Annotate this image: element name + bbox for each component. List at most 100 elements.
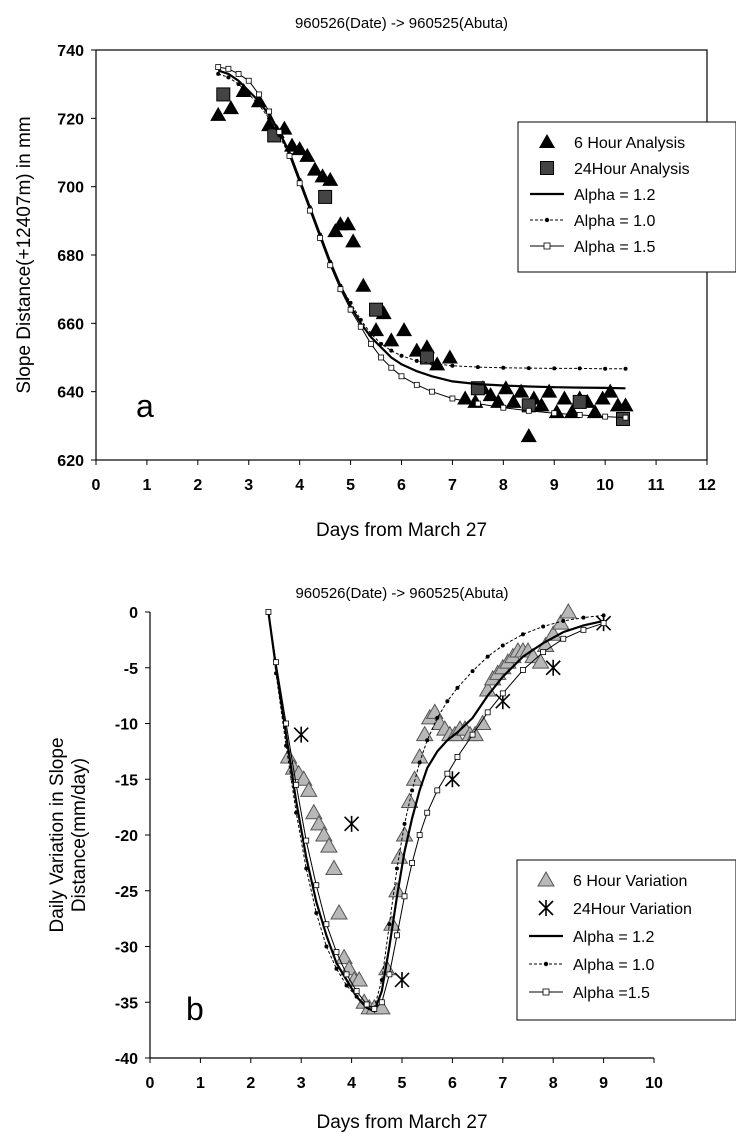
data-point — [490, 393, 507, 408]
data-point — [396, 322, 413, 337]
data-point — [355, 277, 372, 292]
line-point — [580, 626, 587, 633]
y-tick-label: -15 — [115, 772, 138, 789]
line-point — [561, 618, 566, 623]
x-tick-label: 10 — [596, 477, 614, 494]
line-point — [314, 911, 319, 916]
y-tick-label: -5 — [124, 661, 138, 678]
x-tick-label: 12 — [698, 477, 716, 494]
line-point — [601, 613, 606, 618]
legend-label: Alpha = 1.5 — [574, 239, 656, 256]
line-point — [379, 977, 384, 982]
series-alpha-1-2 — [217, 69, 626, 390]
line-point — [216, 71, 221, 76]
series-alpha-1-0 — [266, 610, 606, 1010]
line-point — [256, 102, 261, 107]
x-tick-label: 8 — [549, 1075, 558, 1092]
x-tick-label: 10 — [645, 1075, 663, 1092]
data-point — [505, 393, 522, 408]
line-point — [623, 366, 628, 371]
data-point — [299, 781, 318, 797]
data-point — [602, 383, 619, 398]
line-point — [357, 323, 364, 330]
data-point — [330, 904, 348, 920]
x-tick-label: 1 — [196, 1075, 205, 1092]
line-point — [293, 781, 300, 788]
data-point — [325, 859, 343, 875]
y-tick-label: 0 — [129, 605, 138, 622]
line-point — [378, 354, 385, 361]
line-point — [266, 108, 273, 115]
line-point — [274, 671, 278, 676]
line-point — [387, 922, 392, 927]
line-point — [401, 893, 408, 900]
line-point — [540, 649, 547, 656]
line-point — [276, 129, 283, 135]
x-tick-label: 6 — [448, 1075, 457, 1092]
line-point — [560, 635, 567, 642]
data-point — [291, 141, 308, 156]
line-point — [337, 286, 344, 293]
series-alpha-1-2 — [267, 611, 604, 1013]
x-tick-label: 9 — [599, 1075, 608, 1092]
line-point — [323, 921, 330, 928]
data-point — [372, 998, 391, 1015]
line-point — [371, 1006, 378, 1012]
data-point — [405, 770, 424, 786]
x-tick-label: 2 — [193, 477, 202, 494]
legend-swatch — [540, 161, 554, 175]
data-point — [299, 147, 316, 162]
y-tick-label: 740 — [57, 43, 84, 60]
line-point — [402, 821, 407, 826]
line-point — [334, 966, 339, 971]
y-tick-label: -35 — [115, 995, 138, 1012]
line-point — [551, 410, 558, 417]
y-tick-label: 680 — [57, 248, 84, 265]
data-point — [429, 356, 446, 371]
line-point — [303, 837, 310, 844]
line-point — [449, 395, 456, 402]
line-point — [417, 760, 422, 765]
line-point — [444, 770, 451, 777]
line-point — [353, 988, 360, 994]
data-point — [419, 350, 434, 365]
x-tick-label: 3 — [244, 477, 253, 494]
x-tick-label: 7 — [498, 1075, 507, 1092]
panel-letter: b — [186, 991, 204, 1027]
y-tick-label: -10 — [115, 717, 138, 734]
data-point — [586, 404, 603, 419]
x-tick-label: 0 — [92, 477, 101, 494]
line-point — [284, 743, 289, 748]
line-point — [294, 810, 299, 815]
legend-swatch-marker — [542, 988, 550, 996]
data-point — [556, 390, 573, 405]
line-point — [414, 358, 419, 363]
data-point — [318, 189, 333, 204]
line-point — [394, 866, 399, 871]
line-point — [256, 91, 262, 98]
line-point — [434, 787, 441, 794]
data-point — [617, 397, 634, 412]
x-tick-label: 5 — [346, 477, 355, 494]
data-point — [322, 171, 339, 186]
line-point — [394, 932, 400, 939]
x-tick-label: 4 — [295, 477, 304, 494]
line-point — [484, 709, 491, 716]
data-point — [350, 970, 369, 987]
y-tick-label: -40 — [115, 1051, 138, 1068]
data-point — [482, 387, 499, 402]
line-point — [389, 348, 394, 353]
y-axis-label: Daily Variation in SlopeDistance(mm/day) — [47, 737, 90, 932]
line-point — [501, 365, 506, 370]
line-point — [386, 971, 393, 978]
legend-label: 6 Hour Analysis — [574, 135, 685, 152]
line-point — [333, 949, 340, 955]
line-point — [388, 364, 395, 371]
y-axis-label: Slope Distance(+12407m) in mm — [14, 116, 35, 393]
data-point — [216, 87, 231, 102]
line-point — [500, 643, 505, 648]
y-tick-label: 620 — [57, 453, 84, 470]
line-point — [424, 809, 431, 816]
legend-label: Alpha = 1.2 — [574, 187, 656, 204]
